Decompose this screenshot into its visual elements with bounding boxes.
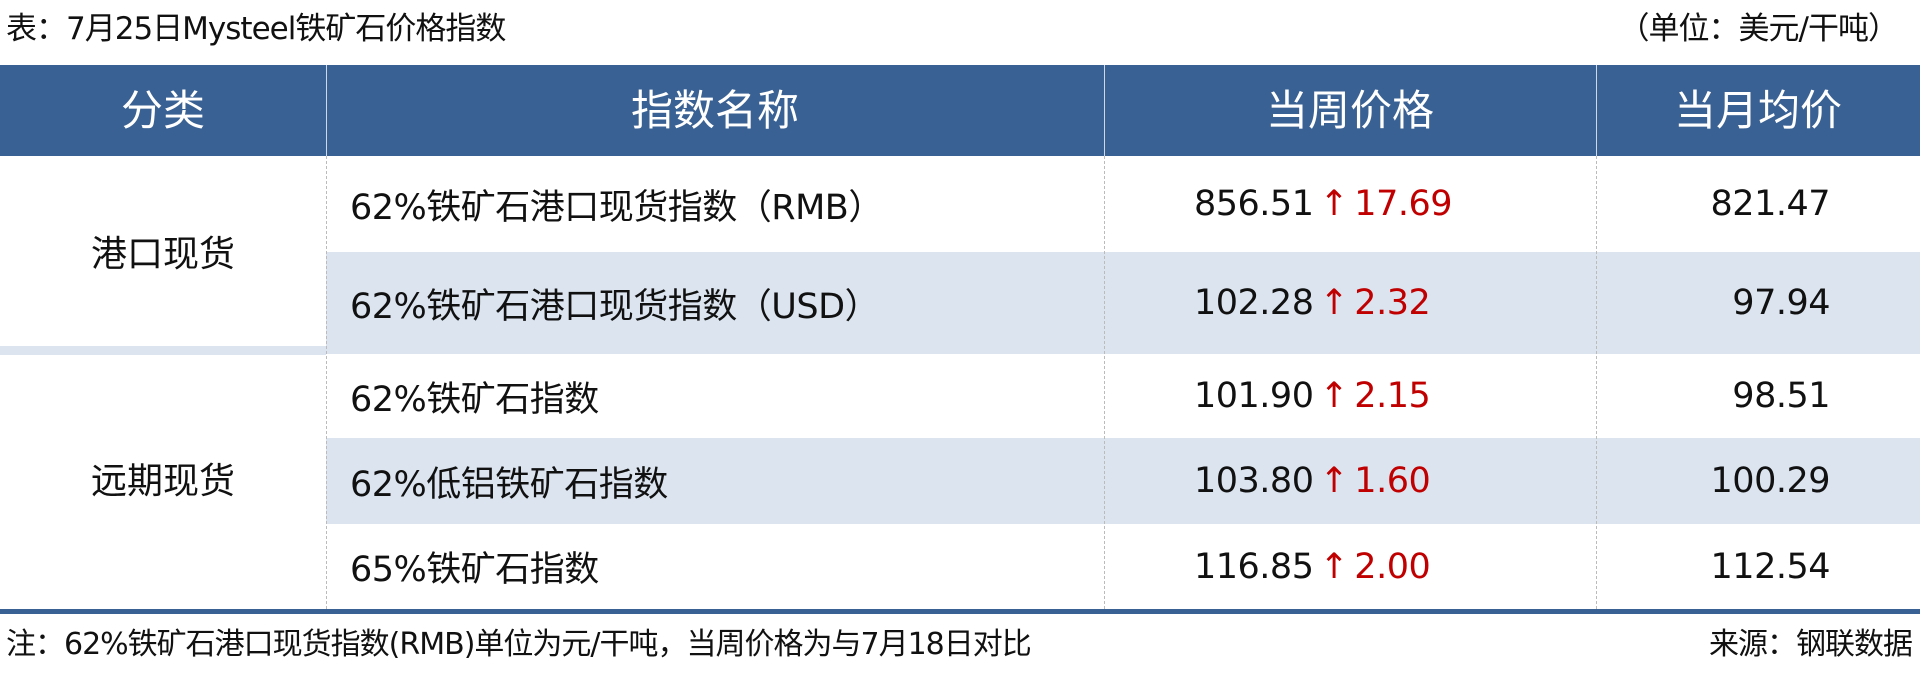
table-row: 62%铁矿石指数 101.90 ↑ 2.15 98.51	[326, 354, 1920, 438]
table-row: 65%铁矿石指数 116.85 ↑ 2.00 112.54	[326, 524, 1920, 609]
arrow-up-icon: ↑	[1319, 376, 1349, 416]
monthly-avg: 97.94	[1732, 283, 1830, 323]
category-forward-spot: 远期现货	[90, 461, 235, 502]
source-label: 来源：钢联数据	[1709, 627, 1913, 662]
price-change: 2.15	[1354, 376, 1431, 416]
header-category: 分类	[120, 86, 205, 135]
column-divider	[1104, 156, 1105, 609]
table-row: 62%铁矿石港口现货指数（RMB） 856.51 ↑ 17.69 821.47	[326, 156, 1920, 252]
column-divider	[1596, 156, 1597, 609]
divider	[1596, 65, 1597, 156]
price-value: 101.90	[1194, 376, 1314, 416]
unit-label: （单位：美元/干吨）	[1618, 11, 1899, 47]
arrow-up-icon: ↑	[1319, 283, 1349, 323]
index-name: 62%铁矿石指数	[350, 379, 599, 420]
price-value: 116.85	[1194, 546, 1314, 587]
category-separator	[0, 346, 326, 355]
header-index-name: 指数名称	[630, 86, 799, 135]
arrow-up-icon: ↑	[1319, 546, 1349, 587]
price-value: 856.51	[1194, 184, 1314, 224]
price-change: 1.60	[1354, 461, 1431, 501]
divider	[326, 65, 327, 156]
divider	[1104, 65, 1105, 156]
price-change: 2.32	[1354, 283, 1431, 323]
monthly-avg: 100.29	[1710, 461, 1831, 501]
header-weekly-price: 当周价格	[1265, 86, 1434, 135]
weekly-price: 116.85 ↑ 2.00	[1194, 524, 1431, 609]
index-name: 62%铁矿石港口现货指数（USD）	[350, 286, 880, 327]
category-port-spot: 港口现货	[90, 234, 235, 275]
monthly-avg: 98.51	[1732, 376, 1830, 416]
monthly-avg: 821.47	[1710, 184, 1831, 224]
footnote: 注：62%铁矿石港口现货指数(RMB)单位为元/干吨，当周价格为与7月18日对比	[6, 627, 1032, 662]
weekly-price: 101.90 ↑ 2.15	[1194, 354, 1431, 438]
arrow-up-icon: ↑	[1319, 461, 1349, 501]
index-name: 62%低铝铁矿石指数	[350, 464, 668, 505]
table-title: 表：7月25日Mysteel铁矿石价格指数	[6, 11, 506, 47]
table-bottom-border	[0, 609, 1920, 614]
index-name: 65%铁矿石指数	[350, 550, 599, 590]
price-change: 2.00	[1354, 546, 1431, 587]
weekly-price: 103.80 ↑ 1.60	[1194, 438, 1431, 524]
table-row: 62%铁矿石港口现货指数（USD） 102.28 ↑ 2.32 97.94	[326, 252, 1920, 354]
weekly-price: 102.28 ↑ 2.32	[1194, 252, 1431, 354]
price-value: 102.28	[1194, 283, 1314, 323]
index-name: 62%铁矿石港口现货指数（RMB）	[350, 187, 883, 228]
weekly-price: 856.51 ↑ 17.69	[1194, 156, 1452, 252]
arrow-up-icon: ↑	[1319, 184, 1349, 224]
header-monthly-avg: 当月均价	[1673, 86, 1842, 135]
column-divider	[326, 156, 327, 609]
table-row: 62%低铝铁矿石指数 103.80 ↑ 1.60 100.29	[326, 438, 1920, 524]
monthly-avg: 112.54	[1710, 546, 1831, 587]
price-value: 103.80	[1194, 461, 1314, 501]
table-header: 分类 指数名称 当周价格 当月均价	[0, 65, 1920, 156]
price-change: 17.69	[1354, 184, 1452, 224]
